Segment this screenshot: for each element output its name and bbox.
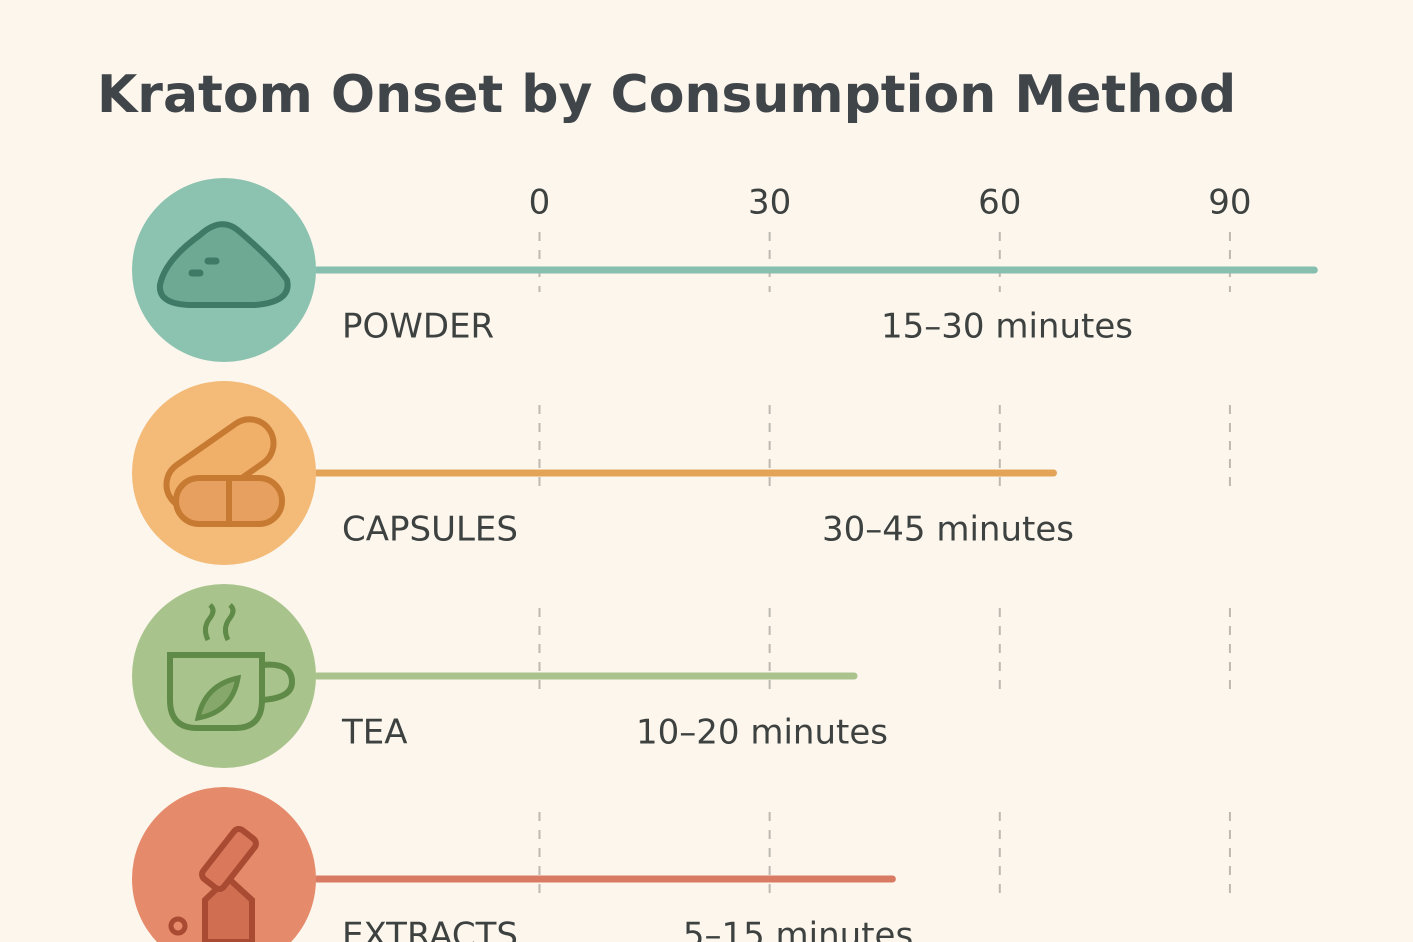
x-tick-label: 60	[978, 183, 1021, 223]
x-tick-label: 90	[1208, 183, 1251, 223]
extracts-icon-dropper	[199, 825, 259, 893]
icons	[132, 178, 316, 942]
tea-icon-handle	[261, 661, 296, 703]
category-label: EXTRACTS	[342, 916, 518, 942]
tea-icon	[167, 652, 265, 731]
tea-icon-steam	[202, 603, 236, 642]
category-label: POWDER	[342, 307, 494, 347]
category-label: TEA	[341, 713, 408, 753]
onset-label: 10–20 minutes	[636, 713, 888, 753]
chart-title: Kratom Onset by Consumption Method	[97, 65, 1236, 125]
powder-icon	[156, 221, 291, 308]
tea-icon-leaf	[194, 674, 242, 722]
onset-label: 15–30 minutes	[881, 307, 1133, 347]
category-label: CAPSULES	[342, 510, 518, 550]
extracts-icon-drop	[168, 916, 188, 936]
onset-label: 5–15 minutes	[683, 916, 913, 942]
x-tick-label: 0	[529, 183, 551, 223]
onset-label: 30–45 minutes	[822, 510, 1074, 550]
x-tick-label: 30	[748, 183, 791, 223]
